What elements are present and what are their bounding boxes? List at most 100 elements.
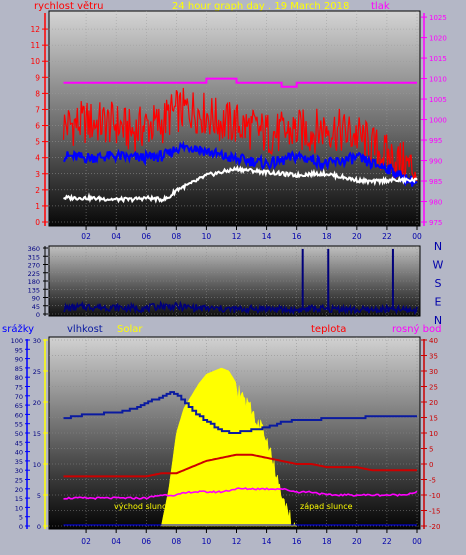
y-right-label-pressure: tlak <box>371 1 390 12</box>
gust-line <box>62 164 418 204</box>
temperature-tick-label: 15 <box>429 415 438 423</box>
temperature-tick-label: 40 <box>429 337 438 345</box>
temp-time-tick-label: 06 <box>141 537 151 546</box>
pressure-tick-label: 990 <box>429 158 442 166</box>
temperature-tick-label: 35 <box>429 353 438 361</box>
time-tick-label: 04 <box>111 232 121 241</box>
rain-tick-label: 25 <box>15 477 23 485</box>
pressure-tick-label: 1010 <box>429 76 447 84</box>
wind-tick-label: 3 <box>35 170 40 179</box>
wind-average-line <box>63 140 418 187</box>
compass-label: N <box>434 314 442 327</box>
temp-time-tick-label: 00 <box>412 537 422 546</box>
temp-time-tick-label: 02 <box>81 537 91 546</box>
compass-label: N <box>434 240 442 253</box>
y-label-solar: Solar <box>117 324 143 335</box>
pressure-tick-label: 1015 <box>429 55 447 63</box>
rain-tick-label: 95 <box>15 346 23 354</box>
temp-time-tick-label: 22 <box>382 537 392 546</box>
pressure-line <box>63 77 417 88</box>
rain-tick-label: 10 <box>15 504 23 512</box>
time-tick-label: 18 <box>322 232 332 241</box>
temperature-tick-label: 30 <box>429 368 438 376</box>
temp-time-tick-label: 12 <box>232 537 242 546</box>
rain-tick-label: 65 <box>15 402 23 410</box>
y-label-temperature: teplota <box>311 324 346 335</box>
dew-point-line <box>63 487 418 500</box>
rain-tick-label: 90 <box>15 356 23 364</box>
rain-tick-label: 55 <box>15 421 23 429</box>
rain-tick-label: 70 <box>15 393 23 401</box>
direction-tick-label: 90 <box>32 295 40 303</box>
temp-time-tick-label: 14 <box>262 537 272 546</box>
time-tick-label: 02 <box>81 232 91 241</box>
wind-tick-label: 11 <box>30 41 40 50</box>
rain-tick-label: 20 <box>15 486 23 494</box>
y-label-humidity: vlhkost <box>67 324 103 335</box>
rain-tick-label: 15 <box>15 495 23 503</box>
temp-time-tick-label: 08 <box>172 537 182 546</box>
solar-tick-label: 0 <box>37 523 41 531</box>
temperature-humidity-panel: 0510152025303540455055606570758085909510… <box>11 336 440 546</box>
solar-tick-label: 10 <box>33 461 41 469</box>
pressure-tick-label: 975 <box>429 219 442 227</box>
rain-tick-label: 50 <box>15 430 23 438</box>
temp-time-tick-label: 10 <box>202 537 212 546</box>
sunset-annotation: západ slunce <box>300 502 353 511</box>
rain-tick-label: 30 <box>15 467 23 475</box>
rain-tick-label: 5 <box>19 514 23 522</box>
temperature-tick-label: 20 <box>429 399 438 407</box>
rain-tick-label: 35 <box>15 458 23 466</box>
sunrise-annotation: východ slunce <box>114 502 171 511</box>
compass-label: S <box>435 277 442 290</box>
wind-tick-label: 9 <box>35 73 40 82</box>
wind-tick-label: 10 <box>30 57 40 66</box>
pressure-tick-label: 1025 <box>429 14 447 22</box>
solar-tick-label: 30 <box>33 337 41 345</box>
humidity-line <box>63 391 417 434</box>
rain-tick-label: 40 <box>15 449 23 457</box>
compass-label: W <box>433 259 444 272</box>
rain-tick-label: 85 <box>15 365 23 373</box>
time-tick-label: 08 <box>172 232 182 241</box>
rain-tick-label: 0 <box>19 523 23 531</box>
temp-time-tick-label: 18 <box>322 537 332 546</box>
temperature-tick-label: 5 <box>429 446 433 454</box>
temperature-tick-label: 25 <box>429 384 438 392</box>
rain-tick-label: 75 <box>15 384 23 392</box>
direction-tick-label: 315 <box>28 253 40 261</box>
pressure-tick-label: 995 <box>429 137 442 145</box>
direction-tick-label: 180 <box>28 278 40 286</box>
rain-tick-label: 60 <box>15 411 23 419</box>
wind-tick-label: 1 <box>35 202 40 211</box>
pressure-tick-label: 980 <box>429 199 442 207</box>
y-label-dew-point: rosný bod <box>392 323 441 335</box>
pressure-tick-label: 1005 <box>429 96 447 104</box>
pressure-tick-label: 985 <box>429 178 442 186</box>
direction-tick-label: 225 <box>28 270 40 278</box>
y-left-label-wind: rychlost větru <box>34 0 104 12</box>
temp-time-tick-label: 04 <box>111 537 121 546</box>
pressure-tick-label: 1000 <box>429 117 447 125</box>
direction-tick-label: 0 <box>36 311 40 319</box>
time-tick-label: 22 <box>382 232 392 241</box>
wind-tick-label: 2 <box>35 186 40 195</box>
temperature-tick-label: -20 <box>429 523 440 531</box>
solar-tick-label: 5 <box>37 492 41 500</box>
wind-tick-label: 12 <box>30 25 40 34</box>
temperature-tick-label: -15 <box>429 508 440 516</box>
time-tick-label: 10 <box>202 232 212 241</box>
pressure-tick-label: 1020 <box>429 35 447 43</box>
solar-area <box>160 367 297 527</box>
wind-speed-line <box>62 87 418 183</box>
direction-tick-label: 360 <box>28 245 40 253</box>
wind-tick-label: 7 <box>35 105 40 114</box>
y-label-rain: srážky <box>2 323 34 335</box>
wind-direction-line <box>63 300 418 316</box>
rain-tick-label: 100 <box>11 337 23 345</box>
rain-tick-label: 45 <box>15 439 23 447</box>
wind-tick-label: 8 <box>35 89 40 98</box>
direction-tick-label: 45 <box>32 303 40 311</box>
temp-time-tick-label: 20 <box>352 537 362 546</box>
